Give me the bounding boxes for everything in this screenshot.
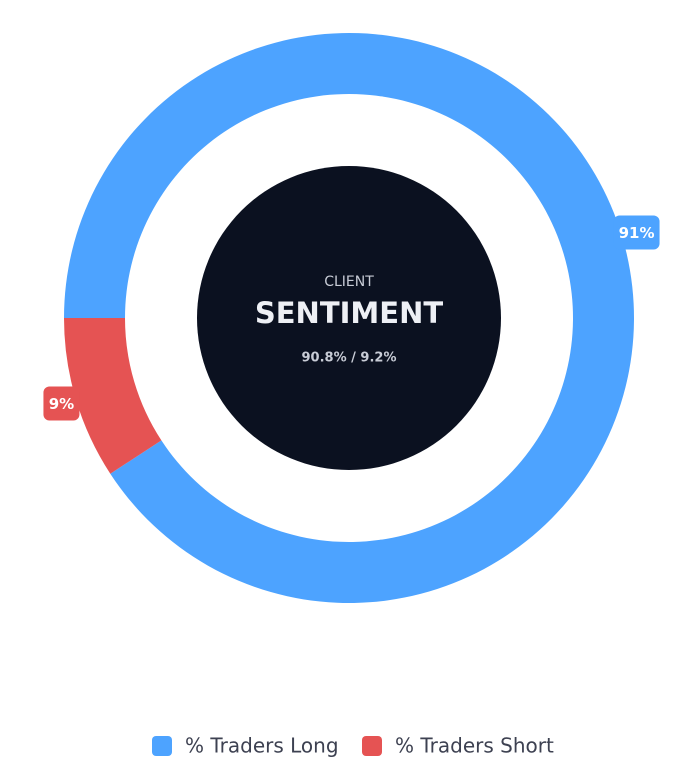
donut-slice bbox=[64, 318, 162, 474]
chart-subtitle: 90.8% / 9.2% bbox=[302, 351, 397, 366]
value-label-box bbox=[613, 215, 660, 250]
center-label: CLIENT bbox=[324, 274, 374, 290]
legend-swatch bbox=[152, 736, 172, 756]
chart-title: SENTIMENT bbox=[255, 296, 443, 330]
value-label: 9% bbox=[49, 395, 74, 413]
value-label: 91% bbox=[619, 224, 655, 242]
legend-swatch bbox=[362, 736, 382, 756]
center-disc bbox=[197, 166, 501, 470]
legend-label: % Traders Short bbox=[395, 734, 554, 758]
legend-label: % Traders Long bbox=[185, 734, 339, 758]
value-label-box bbox=[43, 386, 80, 421]
